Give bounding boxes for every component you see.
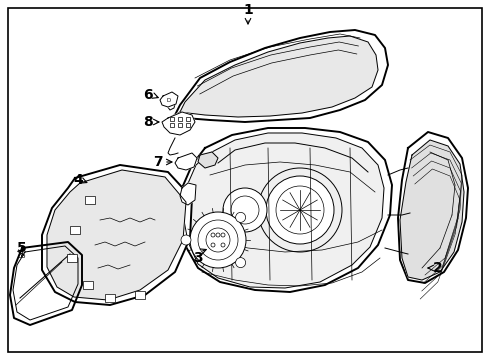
Polygon shape: [180, 36, 378, 117]
Polygon shape: [198, 152, 218, 168]
Text: 1: 1: [243, 3, 253, 17]
Bar: [67, 254, 77, 262]
Text: 7: 7: [153, 155, 163, 169]
Polygon shape: [168, 115, 182, 130]
Polygon shape: [183, 133, 384, 288]
Circle shape: [181, 235, 191, 245]
Polygon shape: [47, 170, 186, 300]
Circle shape: [236, 258, 245, 267]
Bar: [186, 123, 190, 127]
Polygon shape: [162, 112, 195, 135]
Polygon shape: [180, 183, 196, 205]
Text: 2: 2: [433, 261, 443, 275]
Bar: [170, 117, 174, 121]
Circle shape: [223, 188, 267, 232]
Bar: [70, 226, 80, 234]
Text: 4: 4: [73, 173, 83, 187]
Polygon shape: [400, 140, 464, 280]
Bar: [85, 196, 95, 204]
Polygon shape: [170, 112, 180, 122]
Polygon shape: [175, 153, 197, 170]
Polygon shape: [180, 128, 392, 292]
Polygon shape: [10, 242, 82, 325]
Polygon shape: [42, 165, 192, 305]
Text: 3: 3: [193, 251, 203, 265]
Circle shape: [190, 212, 246, 268]
Text: oo: oo: [18, 253, 26, 259]
Text: 8: 8: [143, 115, 153, 129]
Bar: [186, 117, 190, 121]
Bar: [105, 294, 115, 302]
Bar: [83, 281, 93, 289]
Polygon shape: [160, 92, 178, 107]
Text: 5: 5: [17, 241, 27, 255]
Polygon shape: [168, 30, 388, 122]
Polygon shape: [167, 98, 176, 110]
Bar: [178, 117, 182, 121]
Bar: [178, 123, 182, 127]
Circle shape: [266, 176, 334, 244]
Text: D: D: [167, 98, 171, 103]
Circle shape: [236, 212, 245, 222]
Text: 6: 6: [143, 88, 153, 102]
Bar: [135, 291, 145, 299]
Polygon shape: [398, 132, 468, 283]
Bar: [170, 123, 174, 127]
